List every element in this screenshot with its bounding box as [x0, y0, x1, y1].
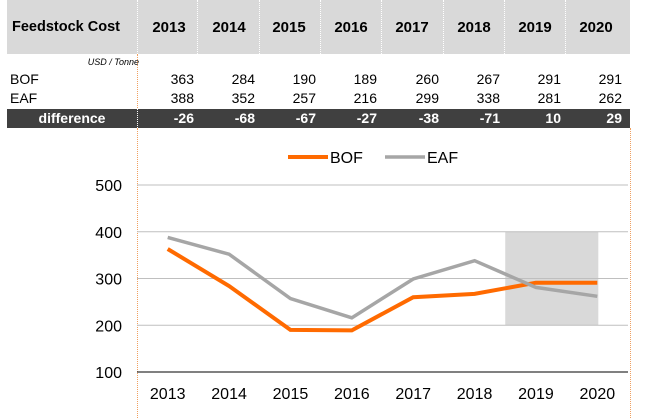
row-label: BOF	[10, 71, 39, 87]
x-tick-label: 2014	[211, 386, 247, 403]
table-cell: 284	[231, 71, 255, 87]
table-cell: 388	[170, 90, 194, 106]
column-divider	[137, 109, 138, 128]
table-row-bof: BOF 363 284 190 189 260 267 291 291	[7, 71, 630, 88]
table-cell: 10	[545, 110, 561, 126]
table-cell: 257	[292, 90, 316, 106]
y-tick-label: 100	[95, 365, 122, 382]
table-cell: -67	[295, 110, 316, 126]
table-cell: 216	[353, 90, 377, 106]
header-year: 2020	[579, 19, 613, 36]
x-tick-label: 2013	[150, 386, 186, 403]
table-cell: -27	[356, 110, 377, 126]
x-tick-label: 2015	[273, 386, 309, 403]
table-cell: -71	[479, 110, 500, 126]
legend-label: BOF	[330, 150, 363, 167]
header-year: 2017	[395, 19, 429, 36]
table-cell: 267	[476, 71, 500, 87]
chart-left-guide	[137, 128, 138, 418]
table-cell: 363	[170, 71, 194, 87]
column-divider	[443, 0, 444, 54]
header-year: 2014	[212, 19, 246, 36]
row-label: EAF	[10, 90, 38, 106]
table-cell: -38	[418, 110, 439, 126]
column-divider	[197, 0, 198, 54]
legend-label: EAF	[427, 150, 458, 167]
column-divider	[137, 0, 138, 54]
table-header-row: Feedstock Cost 2013 2014 2015 2016 2017 …	[7, 0, 630, 54]
table-cell: 190	[292, 71, 316, 87]
table-cell: 291	[598, 71, 622, 87]
column-divider	[565, 0, 566, 54]
y-tick-label: 200	[95, 318, 122, 335]
table-row-eaf: EAF 388 352 257 216 299 338 281 262	[7, 90, 630, 107]
x-tick-label: 2016	[334, 386, 370, 403]
table-cell: -26	[173, 110, 194, 126]
row-label: difference	[38, 110, 106, 126]
series-line-eaf	[167, 235, 598, 320]
table-cell: 262	[598, 90, 622, 106]
header-year: 2016	[334, 19, 368, 36]
table-cell: 281	[537, 90, 561, 106]
header-year: 2015	[272, 19, 306, 36]
column-divider	[381, 0, 382, 54]
column-divider	[504, 0, 505, 54]
x-tick-label: 2019	[518, 386, 554, 403]
x-tick-label: 2020	[580, 386, 616, 403]
header-year: 2019	[518, 19, 552, 36]
table-cell: 352	[231, 90, 255, 106]
y-tick-label: 500	[95, 178, 122, 195]
y-tick-label: 300	[95, 272, 122, 289]
table-cell: 260	[415, 71, 439, 87]
column-divider	[137, 54, 138, 110]
y-tick-label: 400	[95, 225, 122, 242]
table-row-difference: difference -26 -68 -67 -27 -38 -71 10 29	[7, 109, 630, 128]
x-tick-label: 2018	[457, 386, 493, 403]
feedstock-cost-table: Feedstock Cost 2013 2014 2015 2016 2017 …	[7, 0, 630, 128]
column-divider	[259, 0, 260, 54]
table-cell: 338	[476, 90, 500, 106]
table-cell: 299	[415, 90, 439, 106]
chart-right-guide	[630, 128, 631, 418]
column-divider	[320, 0, 321, 54]
table-cell: 189	[353, 71, 377, 87]
table-title: Feedstock Cost	[12, 19, 120, 35]
header-year: 2018	[457, 19, 491, 36]
table-cell: -68	[234, 110, 255, 126]
units-label: USD / Tonne	[87, 57, 139, 67]
table-cell: 29	[606, 110, 622, 126]
header-year: 2013	[152, 19, 186, 36]
table-cell: 291	[537, 71, 561, 87]
x-tick-label: 2017	[395, 386, 431, 403]
